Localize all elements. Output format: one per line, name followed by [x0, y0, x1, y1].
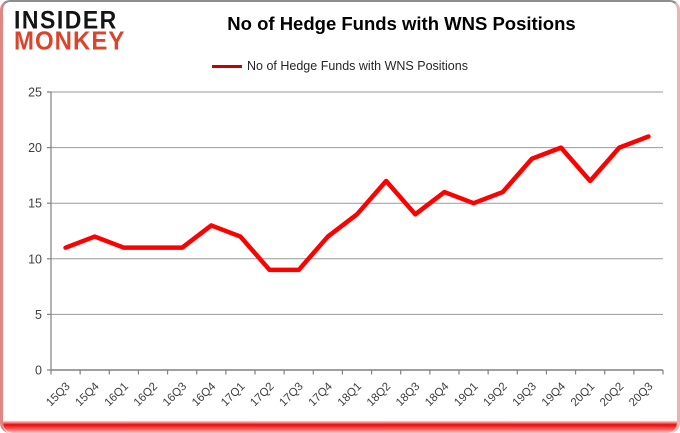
bottom-border-accent: [3, 418, 677, 433]
x-tick-label: 16Q1: [103, 381, 131, 409]
x-tick-label: 17Q4: [307, 380, 336, 409]
y-tick-label: 15: [28, 197, 42, 211]
y-tick-label: 10: [28, 252, 42, 266]
x-tick-label: 16Q2: [132, 381, 160, 409]
y-tick-label: 20: [28, 141, 42, 155]
legend-label: No of Hedge Funds with WNS Positions: [247, 59, 468, 73]
logo-text-insider: INSIDER: [14, 5, 118, 34]
x-tick-label: 15Q3: [44, 381, 72, 409]
x-tick-label: 18Q3: [394, 381, 422, 409]
y-tick-label: 0: [35, 364, 42, 378]
x-tick-label: 20Q2: [598, 381, 626, 409]
x-tick-label: 16Q4: [190, 380, 219, 409]
x-tick-label: 19Q3: [511, 381, 539, 409]
x-tick-label: 20Q3: [627, 381, 655, 409]
logo-text-monkey: MONKEY: [14, 26, 126, 57]
x-tick-label: 17Q2: [248, 381, 276, 409]
insider-monkey-logo: INSIDER MONKEY: [14, 5, 126, 57]
x-tick-label: 19Q1: [452, 381, 480, 409]
x-tick-label: 18Q4: [423, 380, 452, 409]
y-tick-label: 25: [28, 86, 42, 100]
x-tick-label: 19Q4: [540, 380, 569, 409]
legend-line-swatch: [212, 64, 243, 68]
legend: No of Hedge Funds with WNS Positions: [3, 59, 677, 73]
x-tick-label: 19Q2: [481, 381, 509, 409]
x-tick-label: 16Q3: [161, 381, 189, 409]
chart-title: No of Hedge Funds with WNS Positions: [227, 13, 576, 34]
x-tick-label: 18Q2: [365, 381, 393, 409]
x-tick-label: 18Q1: [336, 381, 364, 409]
y-tick-label: 5: [35, 308, 42, 322]
x-tick-label: 20Q1: [569, 381, 597, 409]
x-tick-label: 17Q3: [277, 381, 305, 409]
series-line: [63, 134, 651, 273]
x-tick-label: 15Q4: [73, 380, 102, 409]
x-tick-label: 17Q1: [219, 381, 247, 409]
